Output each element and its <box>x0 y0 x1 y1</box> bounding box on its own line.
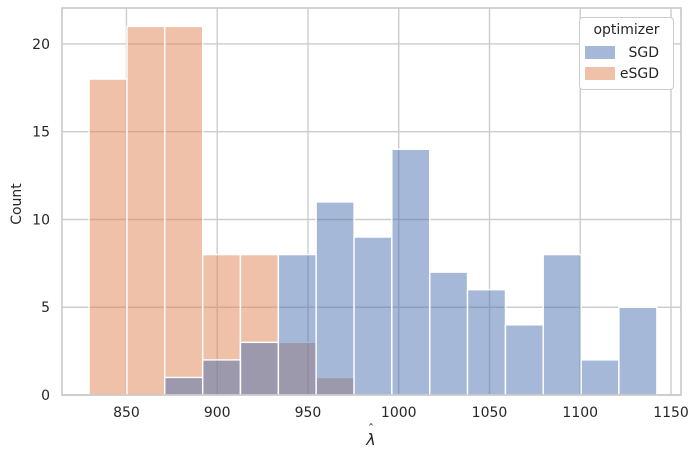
bar-sgd-bin-9 <box>429 271 469 396</box>
legend-item-label: eSGD <box>619 65 659 82</box>
xlabel-hat-accent: ˆ <box>368 422 374 436</box>
bar-sgd-bin-2 <box>164 376 204 396</box>
x-tick-label-1050: 1050 <box>472 405 508 421</box>
bar-esgd-bin-0 <box>88 78 128 396</box>
x-axis-label: ˆ λ <box>366 422 376 449</box>
bar-sgd-bin-4 <box>239 341 280 396</box>
x-tick-label-1000: 1000 <box>381 405 417 421</box>
y-tick-label-0: 0 <box>41 388 50 404</box>
legend-items: SGD eSGD <box>580 42 673 84</box>
xlabel-lambda: λ <box>366 430 376 449</box>
x-tick-label-950: 950 <box>295 405 322 421</box>
bar-sgd-bin-6 <box>315 201 355 396</box>
y-axis-label: Count <box>9 183 25 225</box>
x-tick-label-1150: 1150 <box>653 405 689 421</box>
legend-swatch-sgd <box>585 46 615 59</box>
bar-sgd-bin-3 <box>201 359 242 396</box>
legend-item-label: SGD <box>628 44 659 61</box>
bar-sgd-bin-5 <box>277 253 317 396</box>
bar-sgd-bin-11 <box>504 324 544 396</box>
bar-sgd-bin-14 <box>618 306 658 396</box>
legend-title: optimizer <box>593 22 660 38</box>
y-tick-label-10: 10 <box>32 212 50 228</box>
legend-swatch-esgd <box>585 67 615 80</box>
legend-item-esgd: eSGD <box>580 63 673 84</box>
y-tick-label-15: 15 <box>32 125 50 141</box>
x-tick-label-1100: 1100 <box>562 405 598 421</box>
legend-item-sgd: SGD <box>580 42 673 63</box>
bar-sgd-bin-10 <box>466 288 507 396</box>
bar-sgd-bin-13 <box>580 359 620 396</box>
y-tick-label-5: 5 <box>41 300 50 316</box>
x-tick-label-900: 900 <box>204 405 231 421</box>
bar-esgd-bin-2 <box>164 25 204 396</box>
axes-frame <box>61 7 682 396</box>
y-tick-label-20: 20 <box>32 37 50 53</box>
x-tick-label-850: 850 <box>113 405 140 421</box>
bar-sgd-bin-8 <box>391 148 431 396</box>
bar-esgd-bin-1 <box>126 25 166 396</box>
bar-sgd-bin-7 <box>353 236 393 396</box>
legend: optimizer SGD eSGD <box>579 17 674 90</box>
bar-sgd-bin-12 <box>542 253 582 396</box>
